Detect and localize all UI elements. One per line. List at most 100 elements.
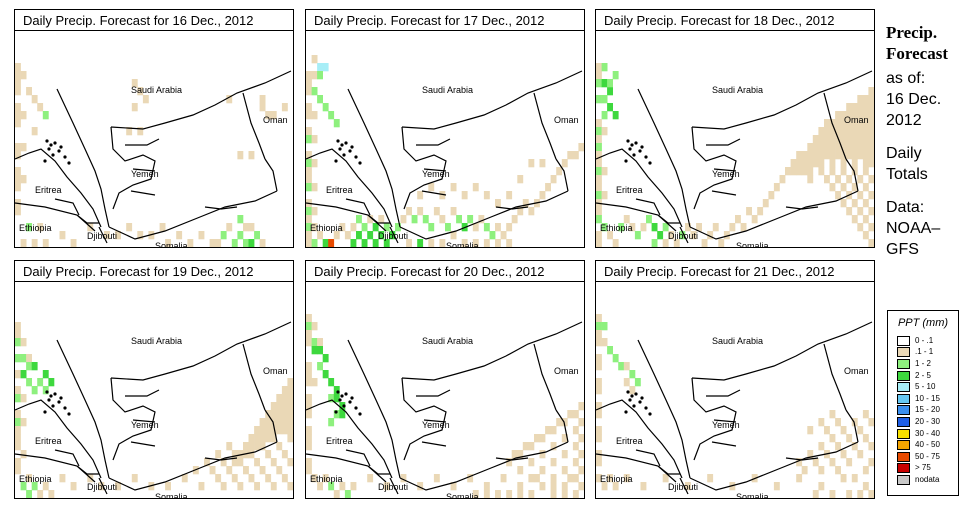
precip-cell — [824, 119, 830, 128]
precip-cell — [237, 231, 244, 240]
precip-cell — [270, 111, 277, 120]
precip-cell — [690, 231, 697, 240]
country-label-oman: Oman — [844, 115, 869, 125]
precip-cell — [311, 87, 318, 96]
precip-cell — [824, 135, 830, 144]
precip-cell — [601, 482, 608, 491]
precip-cell — [801, 466, 808, 475]
country-label-ethiopia: Ethiopia — [310, 474, 343, 484]
precip-cell — [829, 167, 836, 176]
precip-cell — [607, 79, 613, 88]
precip-cell — [311, 239, 318, 247]
country-label-eritrea: Eritrea — [35, 436, 62, 446]
precip-cell — [383, 223, 390, 232]
precip-cell — [306, 442, 312, 451]
yemen-inner-borders-line — [706, 389, 741, 447]
yemen-oman-border-line — [242, 343, 266, 411]
island-dot — [640, 396, 644, 400]
island-dot — [624, 159, 628, 163]
precip-cell — [851, 167, 858, 176]
precip-cell — [287, 378, 293, 387]
precip-cell — [840, 127, 847, 136]
arabia-south-coast-line — [399, 190, 569, 240]
legend-label: 50 - 75 — [915, 451, 940, 461]
djibouti-border-line — [367, 465, 399, 495]
precip-cell — [20, 239, 27, 247]
legend-swatch — [897, 463, 910, 474]
island-dot — [648, 161, 652, 165]
country-label-yemen: Yemen — [131, 420, 159, 430]
precip-cell — [306, 239, 312, 247]
precip-cell — [287, 418, 293, 427]
precip-cell — [317, 71, 323, 80]
island-dot — [350, 396, 354, 400]
precip-cell — [15, 394, 21, 403]
precip-cell — [807, 426, 814, 435]
precip-cell — [311, 111, 318, 120]
precip-cell — [857, 426, 864, 435]
precip-cell — [322, 103, 329, 112]
yemen-inner-borders-line — [416, 138, 451, 196]
yemen-oman-border-line — [533, 92, 557, 160]
precip-cell — [483, 482, 490, 491]
forecast-panel-19-dec: Daily Precip. Forecast for 19 Dec., 2012… — [14, 260, 296, 500]
arabia-south-coast-line — [108, 190, 278, 240]
precip-cell — [26, 474, 32, 483]
precip-cell — [287, 458, 293, 467]
legend-item: 0 - .1 — [888, 335, 958, 347]
precip-cell — [534, 474, 540, 483]
precip-cell — [807, 143, 814, 152]
precip-cell — [818, 143, 825, 152]
precip-cell — [578, 418, 584, 427]
precip-cell — [696, 223, 702, 232]
precip-cell — [70, 482, 77, 491]
precip-cell — [596, 135, 602, 144]
saudi-yemen-border-line — [110, 321, 292, 381]
precip-cell — [522, 199, 529, 208]
precip-cell — [846, 175, 853, 184]
precip-cell — [550, 175, 557, 184]
precip-cell — [835, 111, 841, 120]
precip-cell — [539, 191, 546, 200]
precip-cell — [824, 175, 830, 184]
precip-cell — [276, 402, 283, 411]
island-dot — [342, 153, 346, 157]
precip-cell — [439, 215, 446, 224]
precip-cell — [248, 434, 255, 443]
precip-cell — [607, 346, 613, 355]
country-label-ethiopia: Ethiopia — [310, 223, 343, 233]
island-dot — [638, 400, 642, 404]
precip-cell — [801, 151, 808, 160]
precip-cell — [254, 231, 260, 240]
island-dot — [67, 161, 71, 165]
yemen-governorates-line — [691, 126, 737, 210]
precip-cell — [328, 111, 335, 120]
precip-cell — [779, 175, 786, 184]
arabia-south-coast-line — [689, 441, 859, 491]
precip-cell — [339, 223, 346, 232]
precip-cell — [276, 442, 283, 451]
precip-cell — [467, 215, 474, 224]
precip-cell — [20, 338, 27, 347]
precip-cell — [237, 450, 244, 459]
island-dot — [644, 155, 648, 159]
precip-cell — [729, 223, 736, 232]
precip-cell — [42, 111, 49, 120]
legend-swatch — [897, 347, 910, 358]
precip-cell — [517, 450, 524, 459]
precip-cell — [607, 231, 613, 240]
precip-cell — [259, 442, 266, 451]
precip-cell — [15, 338, 21, 347]
precip-cell — [450, 183, 457, 192]
djibouti-border-line — [657, 465, 689, 495]
precip-cell — [209, 239, 216, 247]
precip-cell — [773, 482, 780, 491]
precip-cell — [851, 111, 858, 120]
precip-cell — [265, 474, 272, 483]
precip-cell — [790, 167, 797, 176]
precip-cell — [528, 207, 535, 216]
precip-cell — [829, 410, 836, 419]
precip-cell — [439, 239, 446, 247]
precip-cell — [846, 103, 853, 112]
precip-cell — [829, 490, 836, 498]
